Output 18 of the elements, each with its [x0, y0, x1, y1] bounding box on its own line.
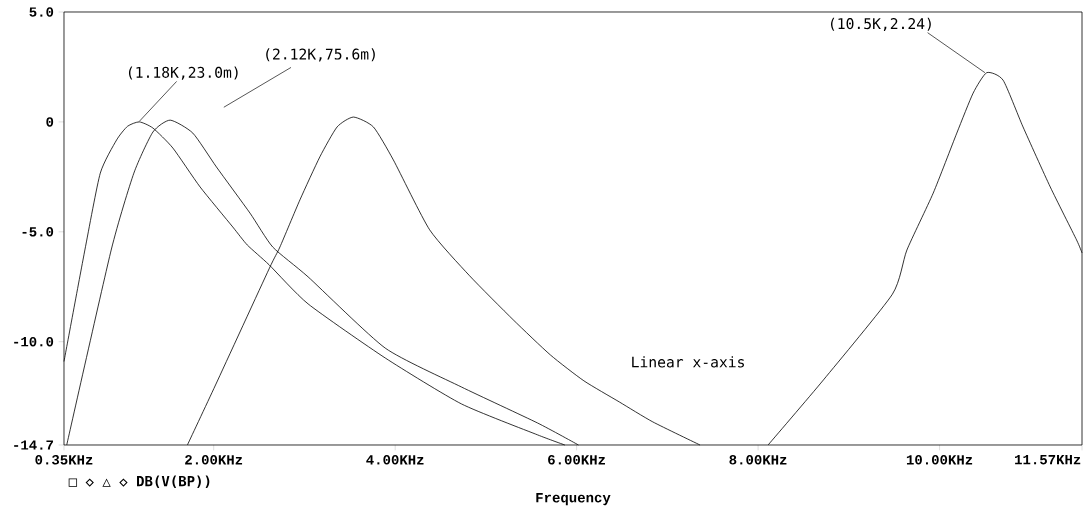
y-tick-label: -10.0	[14, 336, 54, 347]
x-tick-label: 4.00KHz	[366, 455, 424, 465]
x-tick-label: 11.57KHz	[1015, 455, 1081, 465]
annotation: Linear x-axis	[632, 356, 744, 368]
text: □ ◇ △ ◇ DB(V(BP))	[68, 475, 210, 489]
x-tick-label: 2.00KHz	[185, 455, 243, 465]
x-tick-label: 0.35KHz	[35, 455, 93, 465]
annotation: (2.12K,75.6m)	[266, 48, 375, 62]
annotation: (10.5K,2.24)	[831, 17, 931, 31]
y-tick-label: -5.0	[22, 227, 54, 237]
x-tick-label: 6.00KHz	[548, 455, 605, 465]
y-tick-label: 5.0	[29, 7, 54, 17]
x-axis-title: Frequency	[536, 493, 611, 506]
x-tick-label: 10.00KHz	[906, 455, 973, 465]
y-tick-label: 0	[46, 117, 54, 127]
annotation: (1.18K,23.0m)	[128, 66, 238, 80]
y-tick-label: -14.7	[14, 440, 54, 450]
x-tick-label: 8.00KHz	[729, 455, 787, 465]
